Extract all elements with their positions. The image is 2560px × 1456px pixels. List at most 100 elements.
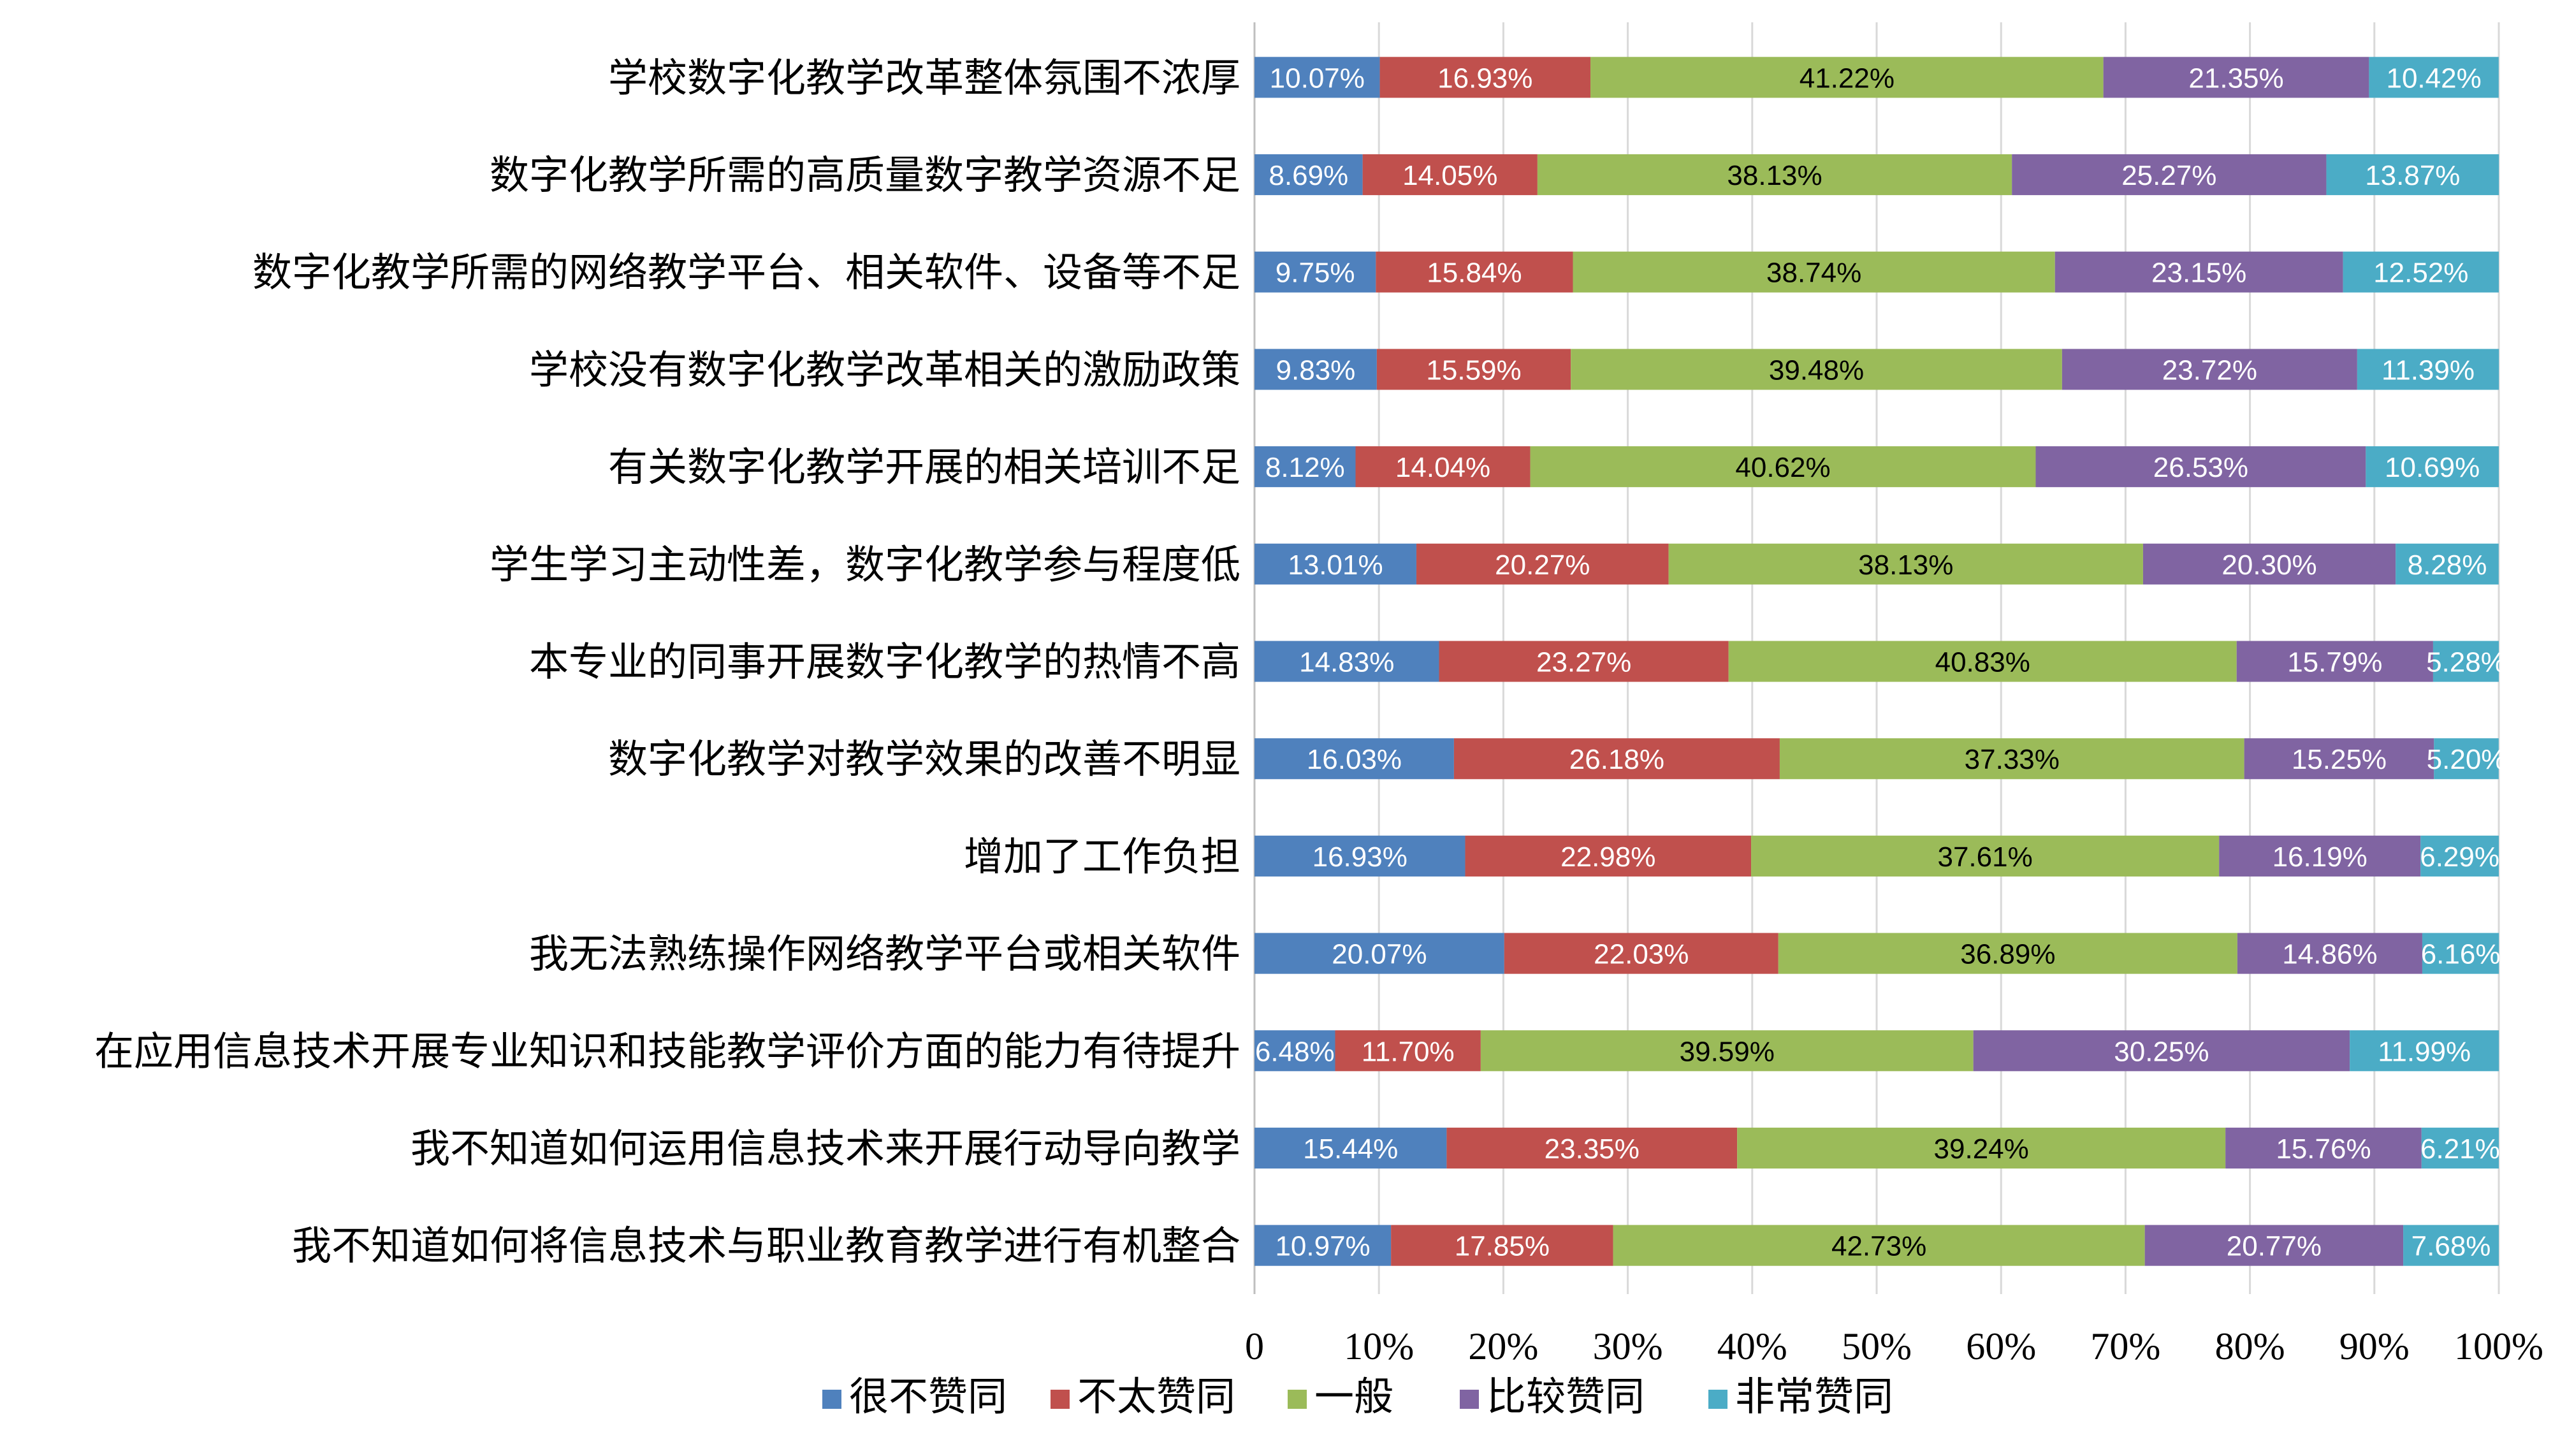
- bar-segment: [1255, 57, 1380, 98]
- category-label: 在应用信息技术开展专业知识和技能教学评价方面的能力有待提升: [94, 1028, 1240, 1074]
- legend-label: 不太赞同: [1077, 1373, 1235, 1420]
- bar-segment: [2326, 154, 2499, 196]
- data-label: 11.99%: [2378, 1036, 2471, 1067]
- data-label: 38.13%: [1858, 550, 1953, 581]
- category-label: 学校没有数字化教学改革相关的激励政策: [529, 346, 1240, 393]
- category-label: 我不知道如何运用信息技术来开展行动导向教学: [411, 1125, 1240, 1172]
- data-label: 23.72%: [2162, 354, 2257, 386]
- data-label: 8.12%: [1265, 452, 1345, 483]
- bar-segment: [1376, 349, 1571, 390]
- bar-segment: [2434, 738, 2499, 780]
- bar-segment: [1973, 1030, 2350, 1072]
- bar-segment: [1728, 641, 2237, 682]
- bar-segment: [2225, 1127, 2422, 1169]
- data-label: 20.30%: [2222, 550, 2316, 581]
- bar-segment: [2396, 543, 2499, 585]
- data-label: 25.27%: [2121, 160, 2216, 191]
- bar-segment: [2422, 933, 2499, 974]
- x-tick-label: 10%: [1344, 1325, 1414, 1367]
- data-label: 14.86%: [2282, 939, 2377, 970]
- category-label: 我不知道如何将信息技术与职业教育教学进行有机整合: [292, 1223, 1240, 1269]
- bar-segment: [1255, 446, 1356, 488]
- data-label: 16.93%: [1313, 841, 1407, 873]
- x-tick-label: 90%: [2339, 1325, 2410, 1367]
- data-label: 41.22%: [1800, 62, 1895, 94]
- bar-segment: [1779, 738, 2244, 780]
- data-label: 15.76%: [2276, 1133, 2371, 1165]
- x-tick-label: 20%: [1468, 1325, 1538, 1367]
- data-label: 11.39%: [2382, 354, 2475, 386]
- bar-segment: [2103, 57, 2369, 98]
- x-tick-label: 70%: [2090, 1325, 2160, 1367]
- bars: [1255, 57, 2499, 1266]
- data-label: 10.69%: [2385, 452, 2480, 483]
- bar-segment: [2144, 1225, 2404, 1266]
- bar-segment: [2420, 835, 2499, 877]
- data-label: 39.24%: [1934, 1133, 2029, 1165]
- bar-segment: [1453, 738, 1780, 780]
- data-label: 15.25%: [2292, 744, 2387, 775]
- bar-segment: [1379, 57, 1591, 98]
- bar-segment: [2142, 543, 2396, 585]
- bar-segment: [2012, 154, 2327, 196]
- data-label: 30.25%: [2114, 1036, 2209, 1067]
- bar-segment: [1255, 349, 1377, 390]
- data-label: 36.89%: [1960, 939, 2055, 970]
- category-label: 数字化教学所需的网络教学平台、相关软件、设备等不足: [252, 249, 1240, 296]
- data-label: 37.33%: [1965, 744, 2060, 775]
- data-label: 38.74%: [1766, 258, 1861, 289]
- data-label: 15.59%: [1426, 354, 1521, 386]
- legend-label: 很不赞同: [849, 1373, 1007, 1420]
- bar-segment: [2055, 251, 2343, 293]
- category-label: 学校数字化教学改革整体氛围不浓厚: [608, 54, 1240, 101]
- data-label: 16.93%: [1437, 62, 1532, 94]
- data-label: 39.59%: [1680, 1036, 1775, 1067]
- data-label: 26.53%: [2153, 452, 2248, 483]
- data-label: 23.35%: [1545, 1133, 1640, 1165]
- x-tick-label: 30%: [1593, 1325, 1663, 1367]
- bar-segment: [1255, 543, 1416, 585]
- bar-segment: [2369, 57, 2499, 98]
- bar-segment: [1255, 835, 1465, 877]
- category-label: 数字化教学对教学效果的改善不明显: [608, 736, 1240, 782]
- data-label: 6.48%: [1255, 1036, 1335, 1067]
- bar-segment: [1255, 1127, 1447, 1169]
- bar-segment: [1335, 1030, 1481, 1072]
- bar-segment: [1362, 154, 1538, 196]
- bar-segment: [2062, 349, 2357, 390]
- bar-segment: [1480, 1030, 1974, 1072]
- bar-segment: [2343, 251, 2499, 293]
- data-label: 10.42%: [2386, 62, 2481, 94]
- legend-swatch: [1051, 1390, 1070, 1409]
- data-label: 14.04%: [1395, 452, 1490, 483]
- bar-segment: [2237, 933, 2422, 974]
- data-label: 8.28%: [2408, 550, 2487, 581]
- legend: 很不赞同 不太赞同 一般 比较赞同 非常赞同: [822, 1373, 1893, 1420]
- bar-segment: [1439, 641, 1729, 682]
- bar-segment: [2366, 446, 2499, 488]
- data-label: 40.62%: [1735, 452, 1830, 483]
- x-tick-label: 60%: [1966, 1325, 2036, 1367]
- bar-segment: [1376, 251, 1573, 293]
- data-label: 20.07%: [1332, 939, 1427, 970]
- bar-segment: [1668, 543, 2143, 585]
- data-label: 7.68%: [2411, 1231, 2491, 1262]
- data-label: 8.69%: [1269, 160, 1348, 191]
- category-label: 有关数字化教学开展的相关培训不足: [608, 444, 1240, 490]
- legend-label: 一般: [1314, 1373, 1393, 1420]
- bar-segment: [1355, 446, 1531, 488]
- data-label: 10.07%: [1270, 62, 1365, 94]
- bar-segment: [1255, 641, 1439, 682]
- category-label: 本专业的同事开展数字化教学的热情不高: [529, 639, 1240, 685]
- category-label: 数字化教学所需的高质量数字教学资源不足: [490, 152, 1240, 198]
- bar-segment: [1573, 251, 2055, 293]
- data-label: 16.03%: [1307, 744, 1402, 775]
- bar-segment: [1504, 933, 1778, 974]
- bar-segment: [1255, 1225, 1392, 1266]
- data-label: 15.84%: [1427, 258, 1522, 289]
- x-tick-label: 100%: [2454, 1325, 2543, 1367]
- legend-label: 比较赞同: [1487, 1373, 1645, 1420]
- data-label: 20.27%: [1495, 550, 1590, 581]
- category-labels: 学校数字化教学改革整体氛围不浓厚数字化教学所需的高质量数字教学资源不足数字化教学…: [94, 54, 1240, 1269]
- data-label: 6.16%: [2421, 939, 2501, 970]
